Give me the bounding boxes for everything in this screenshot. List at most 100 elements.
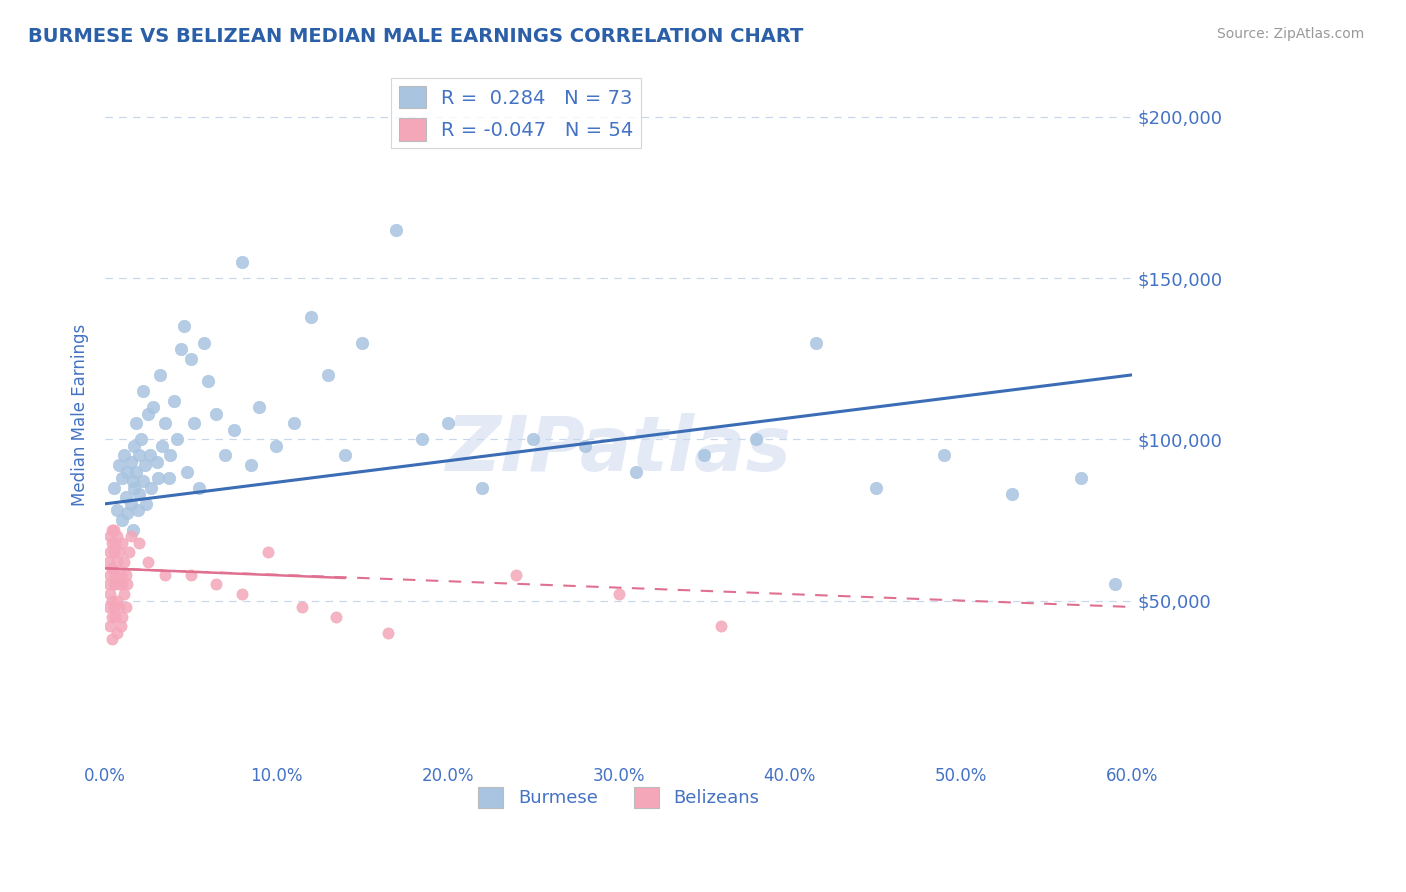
Point bbox=[101, 535, 124, 549]
Point bbox=[574, 439, 596, 453]
Point bbox=[98, 529, 121, 543]
Point bbox=[121, 475, 143, 489]
Point bbox=[108, 577, 131, 591]
Point bbox=[124, 439, 146, 453]
Point bbox=[103, 523, 125, 537]
Point bbox=[111, 609, 134, 624]
Point bbox=[436, 416, 458, 430]
Point bbox=[141, 481, 163, 495]
Point bbox=[103, 577, 125, 591]
Point bbox=[505, 567, 527, 582]
Point bbox=[108, 545, 131, 559]
Point bbox=[804, 335, 827, 350]
Point bbox=[104, 535, 127, 549]
Point bbox=[128, 449, 150, 463]
Point bbox=[114, 491, 136, 505]
Point bbox=[932, 449, 955, 463]
Point bbox=[105, 555, 128, 569]
Point bbox=[142, 400, 165, 414]
Point bbox=[145, 455, 167, 469]
Point bbox=[101, 561, 124, 575]
Point bbox=[101, 632, 124, 647]
Point bbox=[111, 535, 134, 549]
Point bbox=[134, 458, 156, 472]
Point bbox=[117, 577, 139, 591]
Point bbox=[865, 481, 887, 495]
Point bbox=[98, 619, 121, 633]
Point bbox=[299, 310, 322, 324]
Point bbox=[166, 433, 188, 447]
Point bbox=[231, 587, 253, 601]
Point bbox=[231, 255, 253, 269]
Point bbox=[114, 599, 136, 614]
Point bbox=[112, 587, 135, 601]
Point bbox=[121, 523, 143, 537]
Y-axis label: Median Male Earnings: Median Male Earnings bbox=[72, 324, 89, 507]
Legend: Burmese, Belizeans: Burmese, Belizeans bbox=[471, 780, 766, 815]
Point bbox=[110, 567, 132, 582]
Point bbox=[105, 593, 128, 607]
Point bbox=[150, 439, 173, 453]
Point bbox=[205, 577, 228, 591]
Point bbox=[325, 609, 347, 624]
Point bbox=[350, 335, 373, 350]
Point bbox=[205, 407, 228, 421]
Point bbox=[377, 625, 399, 640]
Point bbox=[125, 465, 148, 479]
Point bbox=[316, 368, 339, 382]
Point bbox=[180, 351, 202, 366]
Point bbox=[112, 555, 135, 569]
Point bbox=[153, 567, 176, 582]
Point bbox=[125, 416, 148, 430]
Point bbox=[1104, 577, 1126, 591]
Point bbox=[97, 577, 120, 591]
Point bbox=[163, 393, 186, 408]
Point bbox=[176, 465, 198, 479]
Point bbox=[108, 458, 131, 472]
Point bbox=[127, 503, 149, 517]
Text: Source: ZipAtlas.com: Source: ZipAtlas.com bbox=[1216, 27, 1364, 41]
Point bbox=[193, 335, 215, 350]
Point bbox=[117, 507, 139, 521]
Point bbox=[128, 535, 150, 549]
Point bbox=[129, 433, 152, 447]
Point bbox=[112, 449, 135, 463]
Point bbox=[101, 523, 124, 537]
Point bbox=[239, 458, 262, 472]
Point bbox=[159, 449, 181, 463]
Point bbox=[132, 475, 155, 489]
Point bbox=[103, 545, 125, 559]
Point bbox=[136, 407, 159, 421]
Point bbox=[117, 465, 139, 479]
Point bbox=[110, 619, 132, 633]
Point bbox=[180, 567, 202, 582]
Text: ZIPatlas: ZIPatlas bbox=[446, 413, 792, 487]
Point bbox=[104, 567, 127, 582]
Point bbox=[98, 545, 121, 559]
Point bbox=[101, 593, 124, 607]
Point bbox=[103, 599, 125, 614]
Point bbox=[385, 223, 408, 237]
Point bbox=[120, 529, 142, 543]
Point bbox=[136, 555, 159, 569]
Point bbox=[105, 503, 128, 517]
Point bbox=[1070, 471, 1092, 485]
Point bbox=[256, 545, 278, 559]
Point bbox=[188, 481, 211, 495]
Point bbox=[138, 449, 160, 463]
Point bbox=[173, 319, 195, 334]
Point bbox=[710, 619, 733, 633]
Point bbox=[124, 481, 146, 495]
Point bbox=[624, 465, 647, 479]
Point bbox=[148, 471, 170, 485]
Point bbox=[101, 609, 124, 624]
Point bbox=[120, 497, 142, 511]
Point bbox=[118, 545, 141, 559]
Point bbox=[120, 455, 142, 469]
Point bbox=[97, 599, 120, 614]
Point bbox=[607, 587, 630, 601]
Point bbox=[291, 599, 314, 614]
Point bbox=[169, 342, 191, 356]
Point bbox=[183, 416, 205, 430]
Point bbox=[114, 567, 136, 582]
